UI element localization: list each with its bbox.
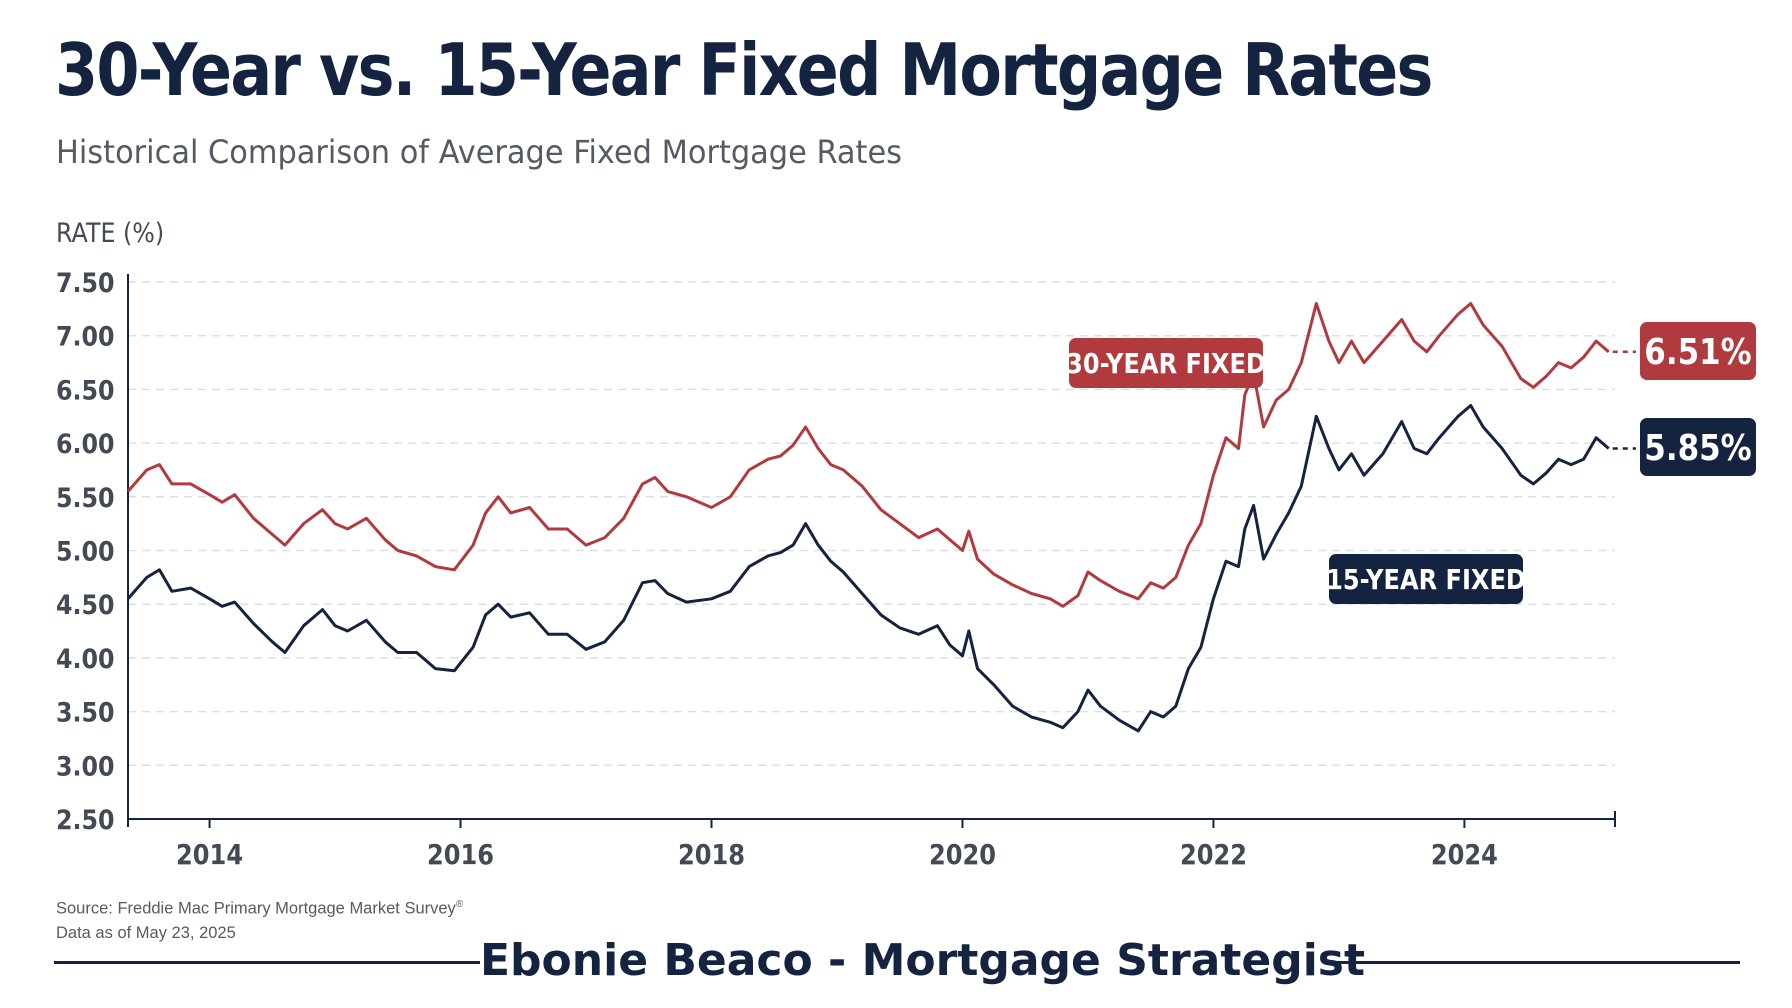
series-line-15-year	[126, 404, 1610, 733]
x-tick-label: 2024	[1431, 839, 1498, 871]
y-tick-label: 4.00	[56, 642, 115, 674]
line-chart: 7.50 7.00 6.50 6.00 5.50 5.00 4.50 4.00 3.50 3.00…	[56, 267, 1756, 872]
legend-label-15-year-box	[1329, 554, 1523, 604]
y-tick-label: 4.50	[56, 589, 115, 621]
x-tick-label: 2018	[678, 839, 745, 871]
end-value-15-year-box	[1640, 418, 1756, 476]
page-title: 30-Year vs. 15-Year Fixed Mortgage Rates	[55, 28, 1433, 112]
y-tick-label: 6.00	[56, 428, 115, 460]
source-text: Source: Freddie Mac Primary Mortgage Mar…	[56, 899, 456, 918]
page-subtitle: Historical Comparison of Average Fixed M…	[56, 133, 903, 171]
end-value-15-year: 5.85%	[1644, 427, 1751, 469]
end-value-30-year: 6.51%	[1644, 331, 1751, 373]
x-tick-label: 2014	[176, 839, 243, 871]
legend-label-30-year: 30-YEAR FIXED	[1066, 348, 1266, 380]
data-date: Data as of May 23, 2025	[56, 923, 236, 942]
y-tick-label: 7.50	[56, 267, 115, 299]
legend-label-15-year: 15-YEAR FIXED	[1326, 564, 1526, 596]
footer-divider-left	[54, 961, 480, 964]
registered-mark: ®	[455, 899, 464, 910]
y-tick-label: 2.50	[56, 804, 115, 836]
series-line-30-year	[126, 302, 1610, 608]
y-tick-label: 5.50	[56, 481, 115, 513]
author-credit: Ebonie Beaco - Mortgage Strategist	[480, 935, 1366, 986]
end-value-30-year-box	[1640, 322, 1756, 380]
x-tick-label: 2022	[1180, 839, 1247, 871]
y-tick-label: 6.50	[56, 374, 115, 406]
x-tick-label: 2020	[929, 839, 996, 871]
y-tick-label: 7.00	[56, 320, 115, 352]
legend-label-30-year-box	[1069, 338, 1263, 388]
source-note: Source: Freddie Mac Primary Mortgage Mar…	[56, 893, 463, 945]
y-tick-label: 5.00	[56, 535, 115, 567]
y-axis-label: RATE (%)	[56, 218, 165, 249]
y-tick-label: 3.00	[56, 750, 115, 782]
x-tick-label: 2016	[427, 839, 494, 871]
y-tick-label: 3.50	[56, 696, 115, 728]
footer-divider-right	[1330, 961, 1740, 964]
